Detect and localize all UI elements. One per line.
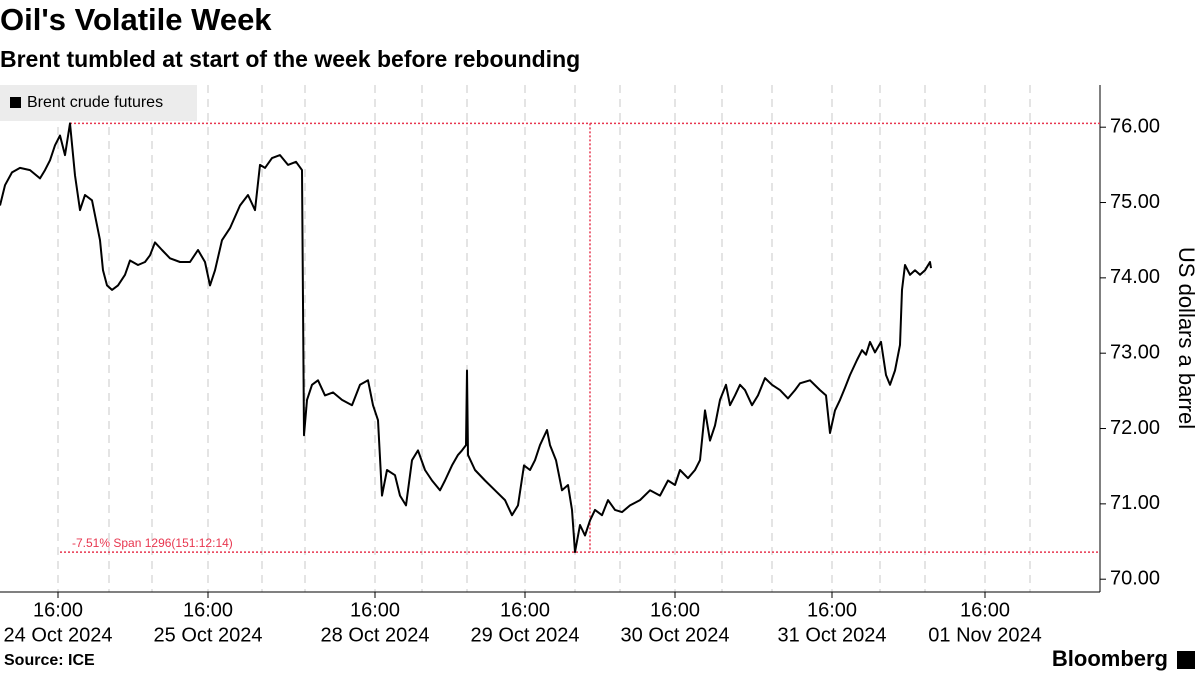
x-tick-label: 16:00 [183,599,233,621]
legend-swatch [10,97,21,108]
y-tick-label: 72.00 [1110,417,1160,439]
x-tick-sublabel: 30 Oct 2024 [621,624,730,646]
x-tick-sublabel: 31 Oct 2024 [778,624,887,646]
y-tick-label: 75.00 [1110,191,1160,213]
x-tick-label: 16:00 [960,599,1010,621]
x-tick-label: 16:00 [33,599,83,621]
y-tick-label: 74.00 [1110,266,1160,288]
chart-subtitle: Brent tumbled at start of the week befor… [0,46,580,72]
y-tick-label: 76.00 [1110,115,1160,137]
x-tick-sublabel: 24 Oct 2024 [4,624,113,646]
x-tick-label: 16:00 [350,599,400,621]
x-tick-label: 16:00 [650,599,700,621]
y-axis-label: US dollars a barrel [1174,247,1199,429]
span-label: -7.51% Span 1296(151:12:14) [72,536,233,550]
source: Source: ICE [4,652,95,669]
y-tick-label: 71.00 [1110,492,1160,514]
brand-icon [1177,651,1195,669]
x-tick-label: 16:00 [500,599,550,621]
x-tick-sublabel: 28 Oct 2024 [321,624,430,646]
y-tick-label: 73.00 [1110,341,1160,363]
y-tick-label: 70.00 [1110,567,1160,589]
brand: Bloomberg [1052,646,1168,671]
legend-box [0,85,197,121]
legend-label: Brent crude futures [27,94,163,111]
chart-title: Oil's Volatile Week [0,2,272,37]
x-tick-label: 16:00 [807,599,857,621]
line [0,122,932,554]
x-tick-sublabel: 25 Oct 2024 [154,624,263,646]
x-tick-sublabel: 01 Nov 2024 [928,624,1041,646]
x-tick-sublabel: 29 Oct 2024 [471,624,580,646]
